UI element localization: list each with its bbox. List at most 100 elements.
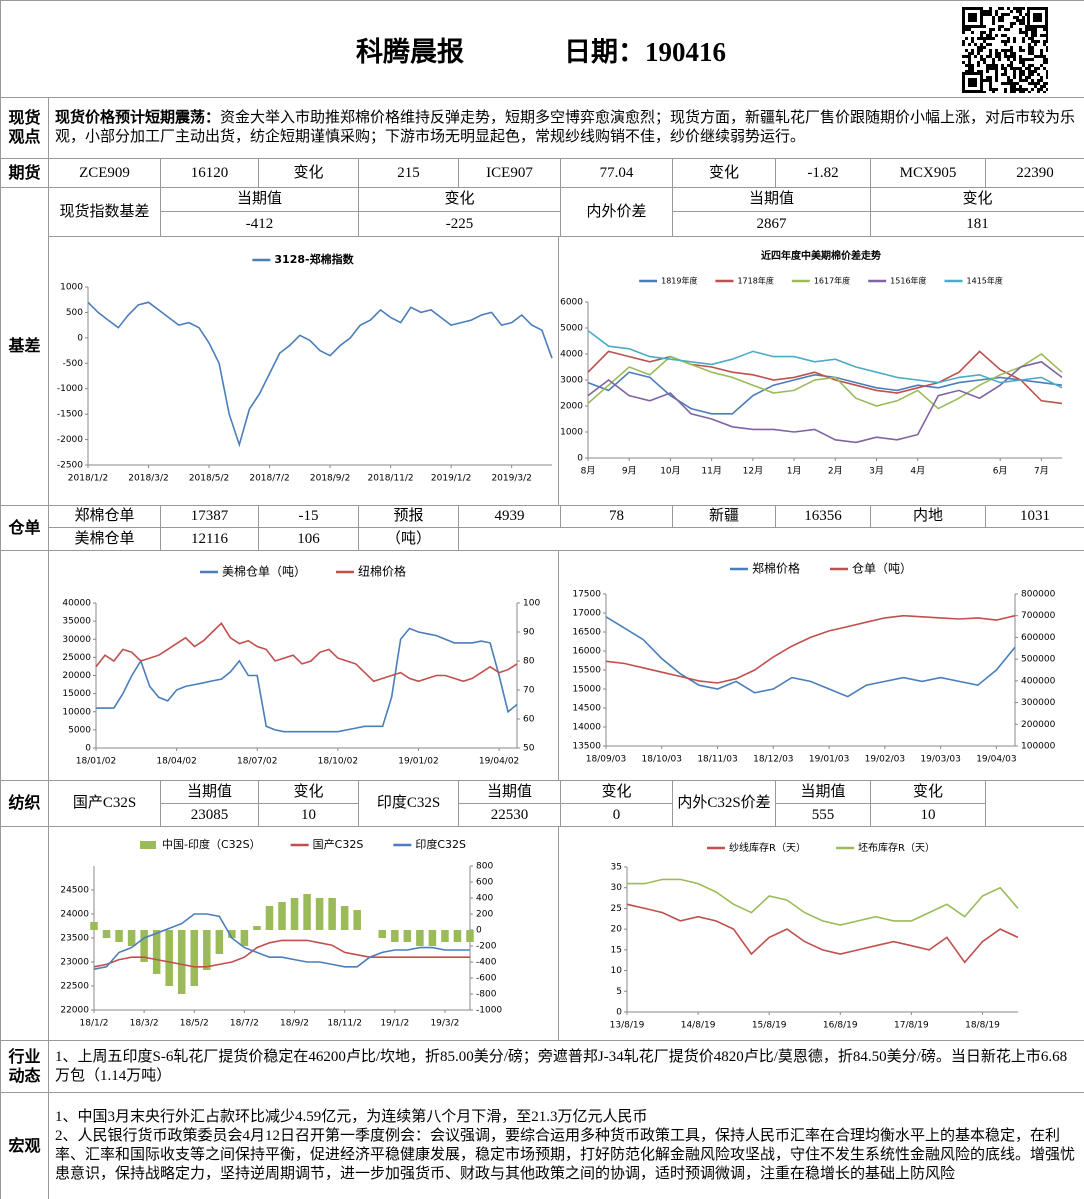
x-tick-label: 19/03/03 bbox=[920, 755, 960, 765]
table-value: 10 bbox=[870, 803, 986, 827]
legend: 1819年度 1718年度 1617年度 1516年度 1415年度 bbox=[639, 276, 1003, 286]
qr-module bbox=[1031, 31, 1034, 34]
row-label: 现货观点 bbox=[0, 97, 49, 159]
qr-module bbox=[971, 31, 974, 34]
qr-module bbox=[1025, 76, 1028, 79]
warehouse-cell: 4939 bbox=[458, 505, 561, 528]
qr-module bbox=[1028, 28, 1031, 31]
qr-module bbox=[1019, 31, 1022, 34]
y-tick-label: 5000 bbox=[68, 725, 91, 735]
table-header: 当期值 bbox=[160, 187, 359, 212]
bar bbox=[203, 930, 211, 970]
table-header: 当期值 bbox=[160, 780, 259, 804]
bar bbox=[215, 930, 224, 954]
qr-module bbox=[1001, 67, 1004, 70]
qr-module bbox=[974, 55, 977, 58]
qr-module bbox=[1040, 85, 1043, 88]
x-tick-label: 13/8/19 bbox=[610, 1021, 645, 1031]
qr-module bbox=[998, 7, 1001, 10]
x-tick-label: 18/09/03 bbox=[586, 755, 626, 765]
qr-module bbox=[962, 28, 965, 31]
bar bbox=[177, 930, 186, 994]
bar bbox=[165, 930, 173, 986]
table-name: 内外C32S价差 bbox=[672, 780, 776, 827]
qr-module bbox=[971, 40, 974, 43]
qr-module bbox=[1007, 37, 1010, 40]
y2-tick-label: 200000 bbox=[1021, 720, 1056, 730]
qr-module bbox=[1031, 28, 1034, 31]
qr-module bbox=[1043, 40, 1046, 43]
qr-module bbox=[968, 67, 971, 70]
qr-module bbox=[986, 10, 989, 13]
qr-module bbox=[992, 61, 995, 64]
qr-module bbox=[1046, 76, 1048, 79]
qr-module bbox=[995, 55, 998, 58]
y2-tick-label: 300000 bbox=[1021, 698, 1056, 708]
qr-module bbox=[968, 61, 971, 64]
qr-module bbox=[992, 28, 995, 31]
qr-module bbox=[1001, 25, 1004, 28]
line bbox=[626, 903, 1019, 964]
y-tick-label: 30000 bbox=[62, 635, 91, 645]
qr-module bbox=[1004, 55, 1007, 58]
qr-module bbox=[1010, 25, 1013, 28]
row-label: 基差 bbox=[0, 187, 49, 506]
bar bbox=[253, 926, 261, 930]
qr-module bbox=[1013, 16, 1016, 19]
qr-module bbox=[995, 34, 998, 37]
qr-module bbox=[1043, 28, 1046, 31]
qr-module bbox=[1007, 79, 1010, 82]
qr-module bbox=[1043, 43, 1046, 46]
qr-module bbox=[1040, 88, 1043, 91]
futures-cell: 22390 bbox=[985, 158, 1084, 188]
y-tick-label: 10 bbox=[611, 966, 623, 976]
qr-module bbox=[992, 67, 995, 70]
qr-module bbox=[998, 16, 1001, 19]
x-tick-label: 18/1/2 bbox=[80, 1019, 109, 1029]
qr-module bbox=[1013, 85, 1016, 88]
bar bbox=[416, 930, 424, 946]
x-tick-label: 14/8/19 bbox=[681, 1021, 716, 1031]
qr-module bbox=[1034, 55, 1037, 58]
qr-module bbox=[1019, 91, 1022, 93]
qr-module bbox=[1019, 22, 1022, 25]
qr-module bbox=[1013, 58, 1016, 61]
y-tick-label: 17000 bbox=[572, 609, 601, 619]
chart: 0 5000 10000 15000 20000 25000 30000 35000 40000… bbox=[62, 564, 540, 767]
qr-module bbox=[986, 37, 989, 40]
qr-module bbox=[1037, 55, 1040, 58]
spot-headline: 现货价格预计短期震荡： bbox=[55, 110, 221, 126]
qr-module bbox=[1046, 58, 1048, 61]
qr-module bbox=[980, 55, 983, 58]
y-tick-label: 20000 bbox=[62, 671, 91, 681]
x-tick-label: 19/01/03 bbox=[809, 755, 849, 765]
y-tick-label: 13500 bbox=[572, 742, 601, 752]
qr-module bbox=[995, 76, 998, 79]
x-tick-label: 19/04/03 bbox=[976, 755, 1016, 765]
qr-module bbox=[992, 88, 995, 91]
x-tick-label: 16/8/19 bbox=[823, 1021, 858, 1031]
qr-module bbox=[971, 70, 974, 73]
qr-module bbox=[998, 19, 1001, 22]
qr-module bbox=[1043, 55, 1046, 58]
qr-module bbox=[995, 88, 998, 91]
qr-module bbox=[1004, 82, 1007, 85]
x-tick-label: 2019/1/2 bbox=[431, 474, 471, 484]
warehouse-cell: 17387 bbox=[160, 505, 259, 528]
qr-module bbox=[1025, 34, 1028, 37]
warehouse-cell: 16356 bbox=[775, 505, 871, 528]
qr-module bbox=[1022, 61, 1025, 64]
qr-module bbox=[989, 85, 992, 88]
qr-module bbox=[980, 49, 983, 52]
y-tick-label: 24000 bbox=[60, 910, 89, 920]
qr-module bbox=[1013, 73, 1016, 76]
qr-module bbox=[971, 67, 974, 70]
legend-label: 1516年度 bbox=[890, 276, 926, 286]
qr-module bbox=[1010, 85, 1013, 88]
qr-module bbox=[977, 37, 980, 40]
x-tick-label: 18/3/2 bbox=[130, 1019, 159, 1029]
qr-module bbox=[1004, 73, 1007, 76]
qr-module bbox=[989, 64, 992, 67]
futures-cell: ICE907 bbox=[458, 158, 561, 188]
qr-module bbox=[998, 28, 1001, 31]
